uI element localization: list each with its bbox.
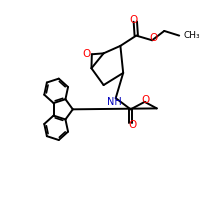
- Text: O: O: [129, 15, 137, 25]
- Text: CH₃: CH₃: [183, 31, 200, 40]
- Text: O: O: [129, 120, 137, 130]
- Text: NH: NH: [107, 97, 122, 107]
- Text: O: O: [141, 95, 150, 105]
- Text: O: O: [82, 49, 91, 59]
- Text: O: O: [149, 33, 158, 43]
